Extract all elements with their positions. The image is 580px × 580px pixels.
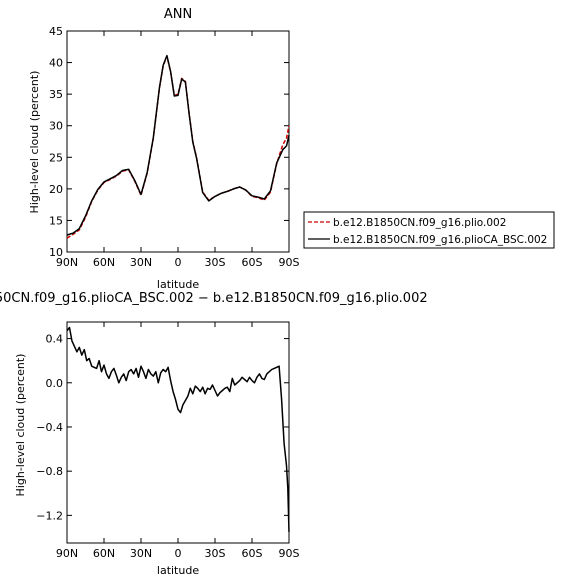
top-ylabel: High-level cloud (percent) bbox=[28, 71, 41, 214]
plot-frame bbox=[66, 30, 290, 253]
y-tick-label: 30 bbox=[49, 120, 63, 133]
series-line-0 bbox=[66, 326, 290, 533]
plot-frame bbox=[66, 321, 290, 544]
x-tick-label: 30N bbox=[130, 547, 152, 560]
top-title: ANN bbox=[164, 7, 192, 22]
x-tick-label: 60S bbox=[242, 547, 263, 560]
y-tick-label: 20 bbox=[49, 183, 63, 196]
legend-box bbox=[303, 211, 555, 249]
y-tick-label: −0.4 bbox=[36, 421, 63, 434]
x-tick-label: 90S bbox=[279, 547, 300, 560]
top-xlabel: latitude bbox=[157, 278, 199, 291]
series-line-0 bbox=[66, 55, 290, 239]
y-tick-label: −1.2 bbox=[36, 509, 63, 522]
y-tick-label: 0.0 bbox=[46, 377, 64, 390]
x-tick-label: 90N bbox=[56, 547, 78, 560]
y-tick-label: −0.8 bbox=[36, 465, 63, 478]
top-panel: ANN 90N 60N 30N 0 30S 60S 90S1015202530354045 … bbox=[28, 7, 300, 291]
y-tick-label: 15 bbox=[49, 214, 63, 227]
y-tick-label: 0.4 bbox=[46, 333, 64, 346]
x-tick-label: 30S bbox=[205, 256, 226, 269]
bottom-ylabel: High-level cloud (percent) bbox=[14, 354, 27, 497]
x-tick-label: 30N bbox=[130, 256, 152, 269]
bottom-panel: b.e12.B1850CN.f09_g16.plioCA_BSC.002 − b… bbox=[0, 291, 428, 577]
y-tick-label: 10 bbox=[49, 246, 63, 259]
bottom-title: b.e12.B1850CN.f09_g16.plioCA_BSC.002 − b… bbox=[0, 291, 428, 306]
y-tick-label: 35 bbox=[49, 88, 63, 101]
x-tick-label: 60S bbox=[242, 256, 263, 269]
x-tick-label: 90N bbox=[56, 256, 78, 269]
bottom-plot-area: 90N 60N 30N 0 30S 60S 90S 0.4 0.0 −0.4 −0.8 −1.2 bbox=[36, 321, 300, 560]
x-tick-label: 90S bbox=[279, 256, 300, 269]
x-tick-label: 30S bbox=[205, 547, 226, 560]
legend-label-plio: b.e12.B1850CN.f09_g16.plio.002 bbox=[333, 217, 506, 229]
legend: b.e12.B1850CN.f09_g16.plio.002 b.e12.B18… bbox=[303, 211, 555, 249]
top-plot-area: 90N 60N 30N 0 30S 60S 90S 10 15 20 25 30 35 40 45 bbox=[49, 25, 300, 269]
x-tick-label: 60N bbox=[93, 547, 115, 560]
y-tick-label: 45 bbox=[49, 25, 63, 38]
bottom-xlabel: latitude bbox=[157, 564, 199, 577]
y-tick-label: 40 bbox=[49, 57, 63, 70]
series-line-1 bbox=[66, 54, 290, 236]
y-tick-label: 25 bbox=[49, 151, 63, 164]
x-tick-label: 60N bbox=[93, 256, 115, 269]
legend-label-pliocabsc: b.e12.B1850CN.f09_g16.plioCA_BSC.002 bbox=[333, 234, 547, 246]
x-tick-label: 0 bbox=[175, 256, 182, 269]
x-tick-label: 0 bbox=[175, 547, 182, 560]
